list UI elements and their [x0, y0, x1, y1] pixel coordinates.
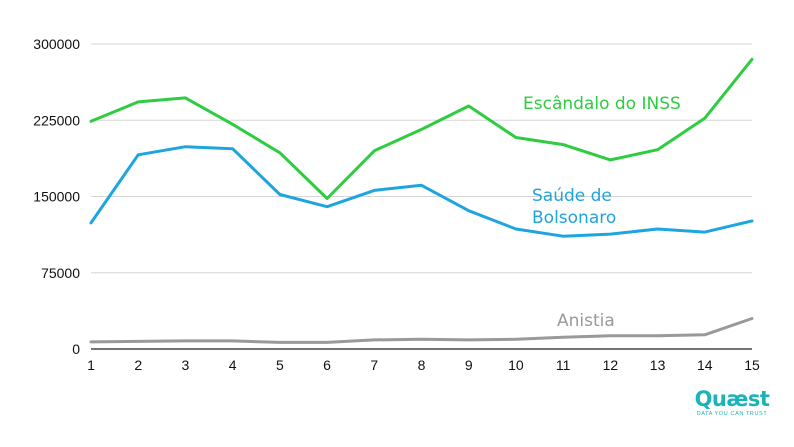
x-tick-label: 4: [229, 357, 237, 373]
quaest-logo: Quæst DATA YOU CAN TRUST: [692, 388, 772, 417]
x-tick-label: 12: [603, 357, 619, 373]
logo-wordmark: Quæst: [694, 387, 770, 411]
y-tick-label: 150000: [33, 189, 80, 205]
series-line-2: [89, 317, 754, 344]
x-tick-label: 11: [556, 357, 571, 373]
x-tick-label: 7: [370, 357, 378, 373]
x-tick-label: 5: [276, 357, 284, 373]
y-axis-tick-labels: 300000 225000 150000 75000 0: [33, 36, 80, 357]
series-label-saude-bolsonaro: Saúde de Bolsonaro: [532, 186, 616, 228]
x-axis-tick-labels: 1 2 3 4 5 6 7 8 9 10 11 12 13 14 15: [87, 357, 760, 373]
gridlines: [91, 43, 752, 350]
series-line-0: [89, 57, 754, 200]
series-labels: Escândalo do INSS Saúde de Bolsonaro Anis…: [523, 94, 681, 331]
y-tick-label: 0: [72, 341, 80, 357]
x-tick-label: 8: [418, 357, 426, 373]
x-tick-label: 9: [465, 357, 473, 373]
series-label-anistia: Anistia: [557, 311, 615, 331]
x-tick-label: 1: [87, 357, 95, 373]
x-tick-label: 3: [182, 357, 190, 373]
y-tick-label: 225000: [33, 112, 80, 128]
x-tick-label: 6: [323, 357, 331, 373]
x-tick-label: 14: [697, 357, 713, 373]
y-tick-label: 300000: [33, 36, 80, 52]
x-tick-label: 13: [650, 357, 666, 373]
y-tick-label: 75000: [41, 265, 80, 281]
x-tick-label: 2: [134, 357, 142, 373]
x-tick-label: 10: [508, 357, 524, 373]
series-label-escandalo-inss: Escândalo do INSS: [523, 94, 681, 114]
logo-tagline: DATA YOU CAN TRUST: [696, 411, 768, 417]
series-line-1: [89, 145, 754, 238]
x-tick-label: 15: [744, 357, 760, 373]
series-lines: [89, 57, 754, 344]
